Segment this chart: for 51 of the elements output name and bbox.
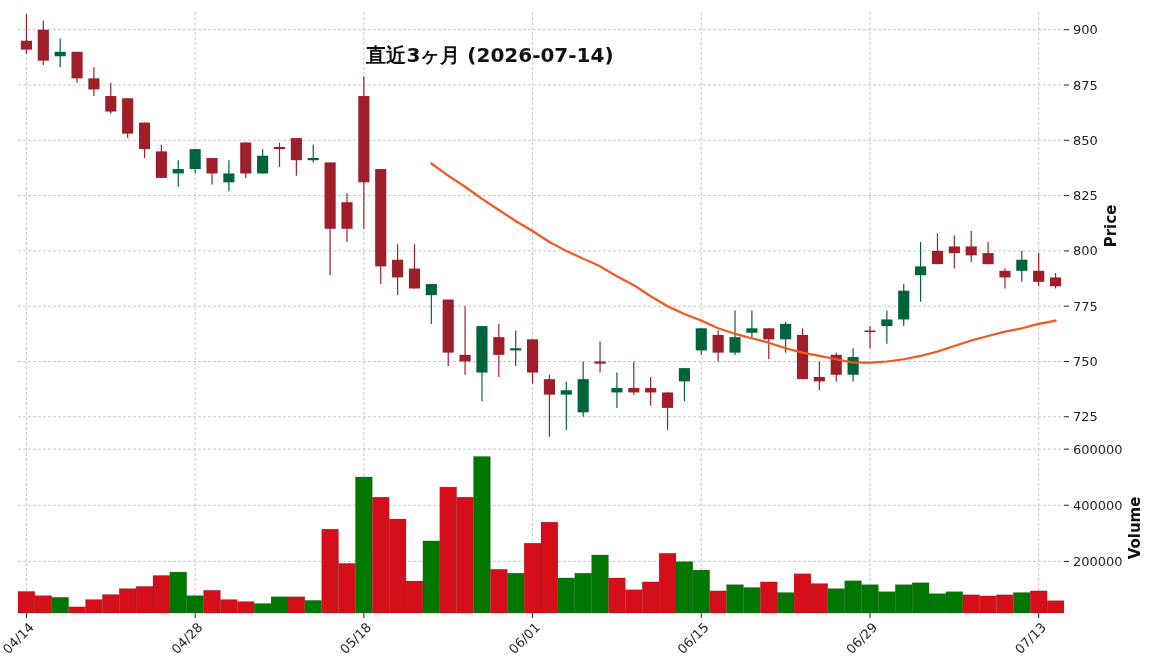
candlestick <box>290 137 302 177</box>
candlestick <box>223 159 235 192</box>
candlestick <box>712 329 724 363</box>
y-tick-label: 775 <box>1073 298 1098 314</box>
candlestick <box>813 360 825 391</box>
candlestick <box>999 267 1011 290</box>
y-axis-title: Price <box>1102 204 1120 248</box>
candlestick <box>206 157 218 186</box>
y-tick-label: 400000 <box>1073 497 1123 513</box>
candlestick <box>746 310 758 338</box>
candlestick <box>1033 252 1045 287</box>
candlestick <box>543 374 555 438</box>
y-tick-label: 750 <box>1073 354 1098 370</box>
candlestick <box>780 321 792 354</box>
candlestick <box>172 159 184 188</box>
candlestick <box>695 327 707 356</box>
candlestick <box>948 234 960 270</box>
candlestick <box>20 13 32 55</box>
candlestick <box>678 367 690 402</box>
candlestick <box>881 310 893 345</box>
candlestick <box>931 232 944 265</box>
candlestick <box>425 283 437 325</box>
candlestick <box>105 82 117 115</box>
y-tick-label: 800 <box>1073 243 1098 259</box>
candlestick <box>392 243 404 296</box>
candlestick <box>594 340 606 374</box>
y-tick-label: 875 <box>1073 77 1098 93</box>
y-tick-label: 900 <box>1073 22 1098 38</box>
candlestick <box>88 66 100 97</box>
candlestick <box>1016 250 1028 283</box>
y-tick-label: 725 <box>1073 409 1098 425</box>
y-tick-label: 825 <box>1073 188 1098 204</box>
candlestick <box>763 327 775 360</box>
candlestick <box>729 310 741 356</box>
candlestick <box>965 230 977 263</box>
y-tick-label: 200000 <box>1073 553 1123 569</box>
y-axis-title: Volume <box>1126 496 1144 560</box>
candlestick <box>915 241 927 303</box>
candlestick <box>493 323 505 378</box>
candlestick <box>628 360 640 396</box>
candlestick <box>645 376 657 407</box>
candlestick <box>54 37 66 68</box>
candlestick <box>257 148 269 175</box>
candlestick <box>611 371 623 409</box>
candlestick <box>189 148 201 175</box>
candlestick <box>560 380 572 431</box>
y-tick-label: 850 <box>1073 132 1098 148</box>
y-tick-label: 600000 <box>1073 441 1123 457</box>
text: 直近3ヶ月 (2026-07-14) <box>365 43 614 67</box>
candlestick <box>661 391 674 431</box>
candlestick <box>408 243 421 290</box>
